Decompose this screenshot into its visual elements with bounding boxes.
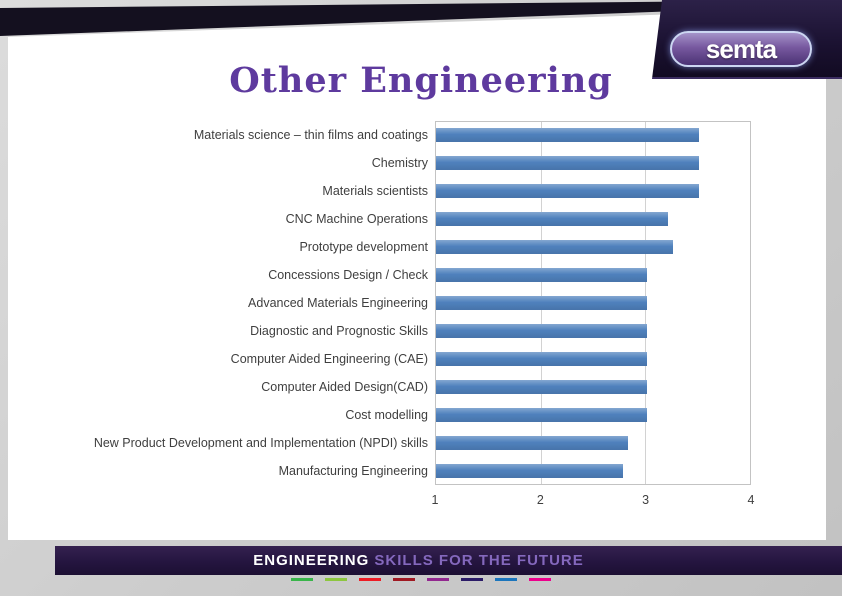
- bar: [436, 380, 647, 394]
- chart-row: Materials science – thin films and coati…: [0, 121, 842, 149]
- chart-row: Prototype development: [0, 233, 842, 261]
- category-label: Computer Aided Design(CAD): [261, 380, 428, 394]
- x-tick-label: 4: [747, 493, 755, 507]
- category-label: Prototype development: [299, 240, 428, 254]
- category-label: New Product Development and Implementati…: [93, 436, 428, 450]
- category-label: Materials science – thin films and coati…: [193, 128, 428, 142]
- bar-track: [435, 401, 751, 429]
- chart-row: CNC Machine Operations: [0, 205, 842, 233]
- footer-text-secondary: SKILLS FOR THE FUTURE: [369, 552, 584, 569]
- bar-track: [435, 317, 751, 345]
- category-label: Advanced Materials Engineering: [248, 296, 428, 310]
- footer-text-primary: ENGINEERING: [253, 552, 370, 569]
- bar-track: [435, 429, 751, 457]
- bar-track: [435, 457, 751, 485]
- category-label: Manufacturing Engineering: [278, 464, 428, 478]
- footer-banner: ENGINEERING SKILLS FOR THE FUTURE: [55, 546, 842, 575]
- bar: [436, 156, 700, 170]
- bar-track: [435, 345, 751, 373]
- chart-row: Concessions Design / Check: [0, 261, 842, 289]
- footer-stripe: [495, 578, 517, 581]
- bar-track: [435, 149, 751, 177]
- bar-track: [435, 289, 751, 317]
- chart-rows: Materials science – thin films and coati…: [0, 121, 842, 485]
- chart-row: Advanced Materials Engineering: [0, 289, 842, 317]
- footer-stripes: [291, 578, 551, 581]
- slide-title: Other Engineering: [229, 60, 613, 101]
- semta-logo: semta: [670, 31, 812, 67]
- chart-row: Computer Aided Design(CAD): [0, 373, 842, 401]
- semta-logo-text: semta: [705, 34, 777, 64]
- chart-row: Computer Aided Engineering (CAE): [0, 345, 842, 373]
- category-label: Cost modelling: [345, 408, 428, 422]
- x-tick-label: 3: [642, 493, 650, 507]
- chart-row: Cost modelling: [0, 401, 842, 429]
- bar: [436, 240, 673, 254]
- chart-row: Diagnostic and Prognostic Skills: [0, 317, 842, 345]
- bar-track: [435, 121, 751, 149]
- bar-track: [435, 261, 751, 289]
- bar-track: [435, 233, 751, 261]
- bar: [436, 296, 647, 310]
- category-label: Diagnostic and Prognostic Skills: [250, 324, 428, 338]
- x-tick-label: 2: [536, 493, 544, 507]
- chart-row: Manufacturing Engineering: [0, 457, 842, 485]
- footer-stripe: [529, 578, 551, 581]
- chart-row: Materials scientists: [0, 177, 842, 205]
- x-tick-label: 1: [431, 493, 439, 507]
- bar: [436, 128, 700, 142]
- bar: [436, 324, 647, 338]
- category-label: Chemistry: [371, 156, 428, 170]
- footer-stripe: [359, 578, 381, 581]
- footer-stripe: [393, 578, 415, 581]
- bar-track: [435, 373, 751, 401]
- footer-stripe: [461, 578, 483, 581]
- bar: [436, 436, 628, 450]
- bar: [436, 268, 647, 282]
- bar-track: [435, 205, 751, 233]
- bar: [436, 184, 700, 198]
- logo-background: semta: [652, 0, 842, 79]
- bar: [436, 464, 624, 478]
- category-label: Concessions Design / Check: [268, 268, 428, 282]
- chart-row: Chemistry: [0, 149, 842, 177]
- footer-stripe: [427, 578, 449, 581]
- category-label: Materials scientists: [322, 184, 428, 198]
- category-label: Computer Aided Engineering (CAE): [230, 352, 428, 366]
- bar: [436, 212, 668, 226]
- chart-row: New Product Development and Implementati…: [0, 429, 842, 457]
- bar: [436, 408, 647, 422]
- x-axis: 1 2 3 4: [431, 490, 755, 508]
- bar-chart: Materials science – thin films and coati…: [0, 121, 842, 507]
- category-label: CNC Machine Operations: [285, 212, 428, 226]
- footer-stripe: [325, 578, 347, 581]
- footer-stripe: [291, 578, 313, 581]
- bar-track: [435, 177, 751, 205]
- bar: [436, 352, 647, 366]
